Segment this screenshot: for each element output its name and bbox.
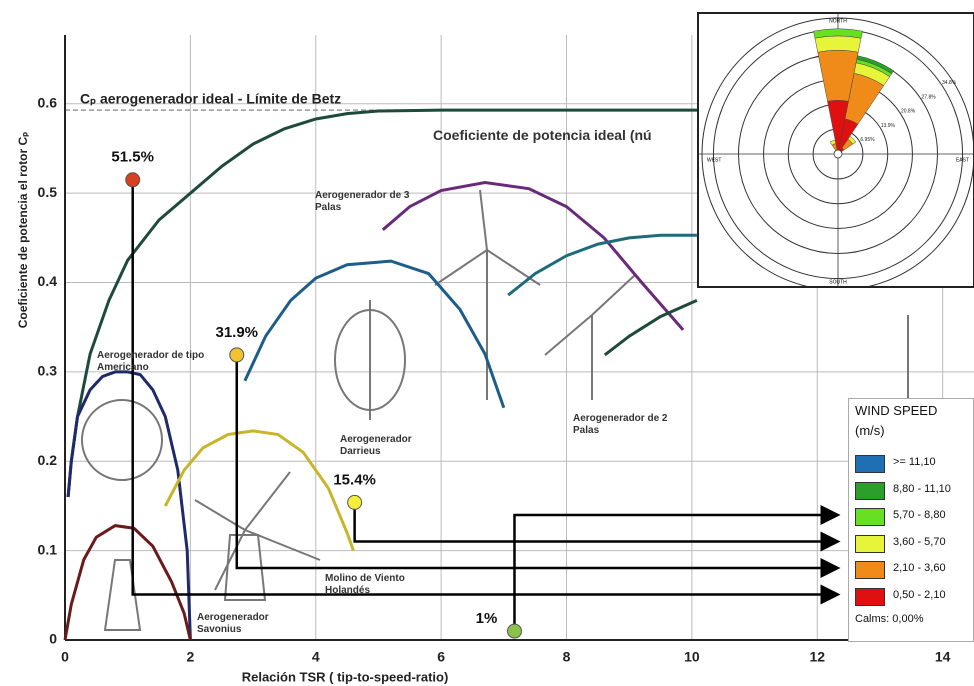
curve — [66, 370, 192, 641]
y-tick-label: 0.3 — [38, 363, 58, 379]
rose-ring-label: 13.9% — [881, 123, 896, 129]
x-tick-label: 6 — [437, 649, 445, 665]
marker-label: 51.5% — [111, 149, 154, 166]
marker — [125, 172, 141, 188]
betz-label: Cₚ aerogenerador ideal - Límite de Betz — [80, 91, 341, 107]
marker — [347, 494, 363, 510]
x-axis-label: Relación TSR ( tip-to-speed-ratio) — [242, 669, 449, 684]
illustrations — [81, 189, 909, 631]
curve-label: Coeficiente de potencia ideal (nú — [433, 127, 652, 143]
rose-segment — [856, 55, 895, 75]
marker — [229, 347, 245, 363]
legend-label: >= 11,10 — [893, 456, 936, 468]
curve-label: Aerogenerador de tipo Americano — [97, 350, 205, 373]
legend-swatch — [855, 481, 885, 500]
curve-label: Molino de Viento Holandés — [325, 573, 405, 596]
y-tick-label: 0.2 — [38, 452, 58, 468]
legend-swatch — [855, 455, 885, 473]
arrow — [235, 354, 841, 578]
rose-segment — [814, 35, 862, 53]
rose-segment — [813, 28, 863, 39]
arrow — [353, 502, 841, 552]
x-tick-label: 2 — [186, 649, 194, 665]
curve — [63, 524, 192, 641]
curve-label: Aerogenerador de 3 Palas — [315, 190, 410, 213]
rose-ring-label: 20.8% — [901, 109, 916, 115]
curve — [603, 299, 698, 357]
legend-title: WIND SPEED — [855, 403, 938, 418]
y-tick-label: 0.4 — [38, 273, 58, 289]
y-tick-label: 0.6 — [38, 95, 58, 111]
rose-ring-label: 27.8% — [922, 94, 937, 100]
curve-label: Aerogenerador de 2 Palas — [573, 413, 668, 436]
legend-swatch — [855, 561, 885, 579]
x-tick-label: 14 — [935, 649, 951, 665]
curve — [66, 108, 974, 498]
marker-label: 31.9% — [215, 324, 258, 341]
arrow — [131, 179, 841, 605]
curve — [243, 259, 506, 409]
legend-label: 8,80 - 11,10 — [893, 482, 951, 495]
legend-label: 3,60 - 5,70 — [893, 535, 946, 548]
y-tick-label: 0.5 — [38, 184, 58, 200]
rose-ring-label: 6.95% — [860, 137, 875, 143]
rose-ring-label: 34.8% — [942, 80, 957, 86]
legend-label: 0,50 - 2,10 — [893, 588, 946, 601]
legend-label: 2,10 - 3,60 — [893, 562, 946, 574]
legend-swatch — [855, 508, 885, 526]
curve — [507, 233, 697, 297]
x-tick-label: 8 — [563, 649, 571, 665]
direction-label: WEST — [707, 157, 721, 163]
arrow — [513, 505, 841, 632]
y-tick-label: 0 — [49, 631, 57, 647]
legend-title: (m/s) — [855, 423, 885, 438]
direction-label: EAST — [956, 157, 969, 163]
curve — [163, 429, 355, 552]
legend-swatch — [855, 587, 885, 606]
calms-label: Calms: 0,00% — [855, 613, 924, 625]
rose-segment — [847, 135, 857, 145]
y-axis-label: Coeficiente de potencia el rotor Cₚ — [16, 132, 30, 329]
x-tick-label: 12 — [809, 649, 825, 665]
rose-center — [833, 149, 843, 159]
direction-label: NORTH — [829, 18, 847, 24]
direction-label: SOUTH — [829, 279, 847, 285]
wind-legend: WIND SPEED (m/s) >= 11,10 8,80 - 11,10 5,70 … — [848, 398, 974, 642]
curve — [381, 180, 685, 331]
wind-rose: 6.95% 13.9% 20.8% 27.8% 34.8% NORTH SOUTH WEST E… — [697, 12, 974, 288]
marker-label: 15.4% — [333, 471, 376, 488]
x-tick-label: 10 — [684, 649, 700, 665]
marker — [506, 623, 522, 639]
x-tick-label: 4 — [312, 649, 320, 665]
rose-body: 6.95% 13.9% 20.8% 27.8% 34.8% NORTH SOUTH WEST E… — [699, 14, 973, 286]
legend-label: 5,70 - 8,80 — [893, 509, 946, 521]
y-tick-label: 0.1 — [38, 541, 58, 557]
x-tick-label: 0 — [61, 649, 69, 665]
curve-label: Aerogenerador Savonius — [197, 612, 269, 635]
legend-swatch — [855, 534, 885, 553]
marker-label: 1% — [476, 610, 498, 627]
curve-label: Aerogenerador Darrieus — [340, 434, 412, 457]
